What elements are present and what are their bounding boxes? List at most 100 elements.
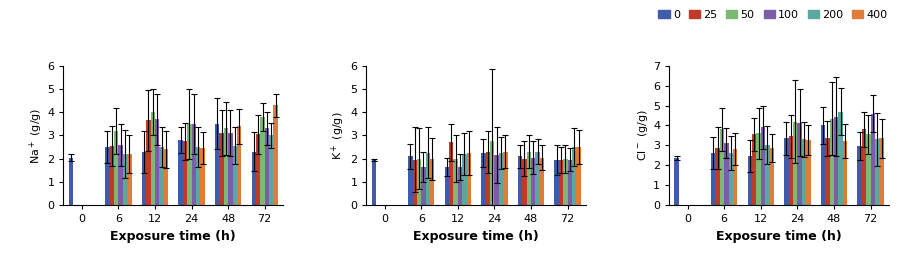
Bar <box>256 134 260 205</box>
Bar <box>821 125 825 205</box>
Bar <box>499 153 503 205</box>
Bar <box>788 136 793 205</box>
Legend: 0, 25, 50, 100, 200, 400: 0, 25, 50, 100, 200, 400 <box>654 6 892 24</box>
Bar <box>797 123 802 205</box>
Bar <box>518 156 522 205</box>
Bar <box>69 158 73 205</box>
Bar <box>237 126 241 205</box>
Bar <box>430 159 434 205</box>
Bar <box>857 146 862 205</box>
Bar <box>224 129 229 205</box>
Bar <box>785 138 788 205</box>
Bar <box>494 155 499 205</box>
Bar <box>761 128 766 205</box>
Bar <box>522 159 527 205</box>
Bar <box>766 145 770 205</box>
Bar <box>232 146 237 205</box>
Bar <box>260 117 265 205</box>
Bar <box>274 105 278 205</box>
Bar <box>862 129 866 205</box>
Bar <box>733 149 737 205</box>
Bar <box>179 140 182 205</box>
Bar <box>269 135 274 205</box>
Bar <box>728 153 733 205</box>
Bar <box>675 158 678 205</box>
Bar <box>119 145 122 205</box>
Bar <box>806 140 811 205</box>
Bar <box>711 153 716 205</box>
Bar <box>141 152 146 205</box>
Bar <box>251 152 256 205</box>
Bar <box>191 124 196 205</box>
Bar <box>532 158 535 205</box>
Bar <box>770 148 774 205</box>
Bar <box>105 147 110 205</box>
Bar <box>802 139 806 205</box>
Bar <box>421 167 425 205</box>
Bar <box>752 134 756 205</box>
Bar <box>127 154 132 205</box>
Y-axis label: K$^+$ (g/g): K$^+$ (g/g) <box>330 111 347 160</box>
X-axis label: Exposure time (h): Exposure time (h) <box>414 230 539 243</box>
Bar <box>554 160 559 205</box>
Bar <box>187 124 191 205</box>
Bar <box>720 129 724 205</box>
Y-axis label: Cl$^-$ (g/g): Cl$^-$ (g/g) <box>637 109 650 161</box>
Bar <box>458 167 463 205</box>
Bar <box>110 146 114 205</box>
Bar <box>151 112 155 205</box>
Bar <box>444 167 449 205</box>
Bar <box>196 147 200 205</box>
Bar <box>572 147 577 205</box>
X-axis label: Exposure time (h): Exposure time (h) <box>111 230 236 243</box>
Bar <box>229 133 232 205</box>
Bar <box>568 160 572 205</box>
Bar <box>215 124 219 205</box>
Bar <box>482 153 485 205</box>
Bar <box>408 156 413 205</box>
Bar <box>200 148 205 205</box>
Bar <box>866 134 871 205</box>
Bar <box>425 153 430 205</box>
Bar <box>880 138 883 205</box>
Bar <box>875 139 880 205</box>
Bar <box>724 143 728 205</box>
Bar <box>160 147 164 205</box>
Bar <box>830 119 834 205</box>
Bar <box>146 120 151 205</box>
Bar <box>219 133 224 205</box>
Bar <box>114 131 119 205</box>
Bar <box>467 153 471 205</box>
Bar <box>793 122 797 205</box>
Bar <box>871 114 875 205</box>
Bar <box>485 152 490 205</box>
Bar <box>454 159 458 205</box>
Bar <box>563 159 568 205</box>
Bar <box>490 141 494 205</box>
Bar <box>843 141 847 205</box>
Bar <box>577 147 580 205</box>
Bar <box>756 133 761 205</box>
Bar <box>265 129 269 205</box>
Bar <box>747 156 752 205</box>
Bar <box>716 148 720 205</box>
Bar <box>503 152 508 205</box>
Bar <box>182 141 187 205</box>
Bar <box>463 154 467 205</box>
Bar <box>449 143 454 205</box>
Bar <box>834 117 838 205</box>
Bar <box>122 154 127 205</box>
Bar <box>372 160 375 205</box>
Bar <box>527 152 532 205</box>
Bar <box>413 160 417 205</box>
Bar <box>535 152 540 205</box>
Bar <box>155 119 160 205</box>
Y-axis label: Na$^+$ (g/g): Na$^+$ (g/g) <box>27 107 44 164</box>
Bar <box>417 159 421 205</box>
X-axis label: Exposure time (h): Exposure time (h) <box>717 230 842 243</box>
Bar <box>540 158 544 205</box>
Bar <box>838 112 843 205</box>
Bar <box>559 160 563 205</box>
Bar <box>825 138 830 205</box>
Bar <box>164 149 168 205</box>
